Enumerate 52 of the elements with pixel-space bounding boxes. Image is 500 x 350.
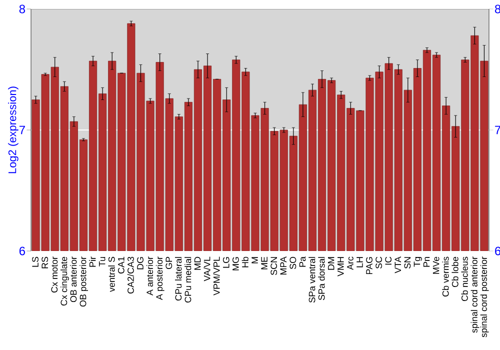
- x-tick-label: SPa ventral: [308, 257, 316, 303]
- x-tick-label: A anterior: [146, 256, 153, 296]
- x-tick-label: CPu lateral: [175, 257, 182, 301]
- x-tick-label: Cx cingulate: [60, 256, 69, 306]
- x-tick-label: OB anterior: [70, 256, 77, 302]
- x-tick-label: SCN: [270, 257, 278, 276]
- x-tick-label: PAG: [366, 257, 372, 274]
- x-tick-label: CPu medial: [184, 257, 192, 303]
- x-tick-label: LS: [32, 256, 38, 267]
- x-tick-label: Pir: [89, 256, 96, 267]
- x-tick-label: VA/VL: [204, 256, 210, 282]
- x-tick-label: OB posterior: [80, 256, 88, 307]
- x-tick-label: GP: [166, 256, 172, 269]
- x-tick-label: Cx motor: [51, 256, 58, 293]
- x-tick-label: Cb lobe: [452, 256, 458, 288]
- x-tick-label: Cb nucleus: [461, 256, 468, 302]
- y-axis-title: Log2 (expression): [8, 86, 18, 174]
- y-tick-label: 8: [19, 4, 26, 14]
- x-tick-label: SC: [376, 256, 382, 269]
- x-tick-label: LH: [356, 257, 363, 268]
- y-tick-label: 6: [19, 246, 26, 256]
- x-tick-label: LG: [222, 257, 230, 268]
- x-tick-label: CA1: [118, 256, 124, 274]
- x-tick-label: VTA: [394, 256, 401, 274]
- x-tick-label: CA2/CA3: [127, 256, 134, 294]
- x-tick-label: VMH: [338, 257, 344, 276]
- x-tick-label: IC: [385, 256, 392, 265]
- x-tick-label: Pn: [423, 257, 430, 267]
- x-tick-label: MD: [194, 256, 201, 270]
- x-tick-label: Hb: [242, 256, 248, 268]
- x-tick-label: SN: [404, 257, 411, 269]
- x-tick-label: A posterior: [156, 256, 164, 300]
- x-tick-label: DG: [137, 257, 144, 270]
- x-tick-label: MVe: [432, 256, 440, 274]
- x-tick-label: ME: [261, 256, 268, 270]
- x-tick-label: Arc: [347, 256, 354, 270]
- x-tick-label: MG: [232, 257, 239, 270]
- x-tick-label: Tg: [414, 257, 422, 267]
- x-tick-label: spinal cord anterior: [470, 256, 480, 333]
- x-tick-label: SPa dorsal: [318, 257, 325, 300]
- x-tick-label: ventral S: [108, 256, 115, 292]
- x-tick-label: Tu: [99, 257, 106, 266]
- x-tick-label: Pa: [299, 256, 306, 267]
- x-tick-label: DM: [328, 257, 334, 270]
- x-tick-label: MPA: [280, 256, 286, 275]
- x-tick-label: M: [252, 257, 258, 264]
- x-tick-label: RS: [42, 256, 48, 268]
- x-tick-label: Cb vermis: [442, 256, 449, 297]
- x-tick-label: VPM/VPL: [213, 256, 220, 296]
- x-tick-label: spinal cord posterior: [480, 256, 489, 338]
- x-tick-label: SO: [290, 256, 296, 270]
- y-tick-label: 7: [19, 126, 25, 134]
